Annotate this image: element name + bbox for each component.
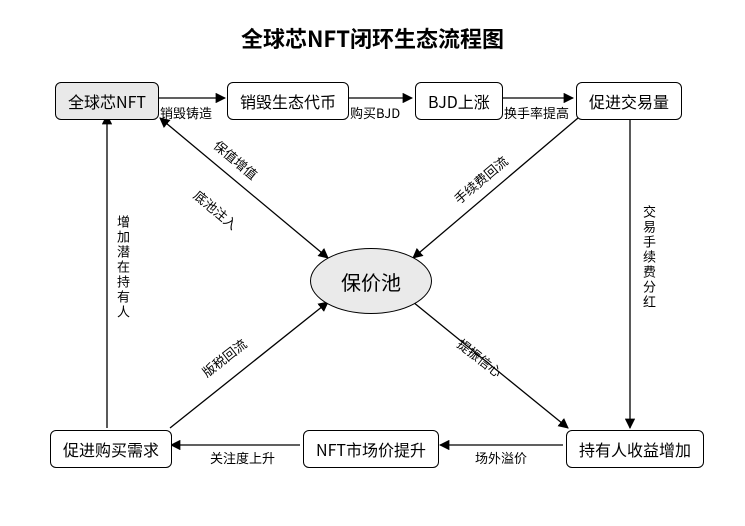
edge-label-fee-return: 手续费回流 [449, 151, 511, 207]
edge-label-more-holders: 增加潜在持有人 [114, 215, 133, 320]
node-promote-volume: 促进交易量 [576, 82, 682, 120]
node-bjd-rise: BJD上涨 [415, 82, 503, 120]
edge-label-fee-dividend: 交易手续费分红 [640, 205, 659, 310]
node-nft-price-up: NFT市场价提升 [303, 430, 439, 468]
diagram-stage: 全球芯NFT闭环生态流程图 全球芯NFT 销毁生态代币 [0, 0, 745, 526]
edge-label-attention-up: 关注度上升 [210, 448, 275, 467]
node-holder-income: 持有人收益增加 [566, 430, 704, 468]
diagram-title: 全球芯NFT闭环生态流程图 [0, 22, 745, 54]
edge-label-burn-mint: 销毁铸造 [160, 103, 212, 122]
edge-label-value-preserve: 保值增值 [210, 136, 262, 184]
node-promote-demand: 促进购买需求 [50, 430, 172, 468]
node-global-core-nft: 全球芯NFT [55, 82, 159, 120]
edge-label-otc-premium: 场外溢价 [475, 448, 527, 467]
node-burn-token: 销毁生态代币 [227, 82, 349, 120]
edge-label-pool-inject: 底池注入 [190, 186, 242, 234]
node-reserve-pool: 保价池 [310, 248, 432, 314]
edge-label-boost-confidence: 提振信心 [454, 334, 507, 381]
edge-label-turnover: 换手率提高 [504, 103, 569, 122]
edge-label-buy-bjd: 购买BJD [350, 103, 400, 122]
edge-label-royalty-return: 版税回流 [198, 334, 251, 381]
node-reserve-pool-label: 保价池 [341, 267, 401, 296]
